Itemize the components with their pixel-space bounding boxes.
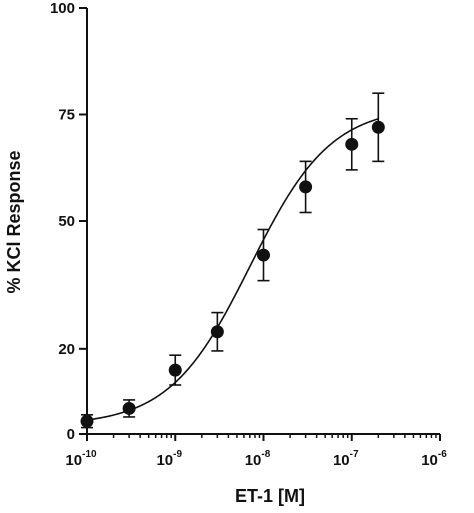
fit-curve bbox=[86, 118, 379, 421]
x-tick-label: 10-10 bbox=[65, 449, 97, 469]
fit-curve-group bbox=[86, 118, 379, 421]
data-point bbox=[210, 325, 224, 339]
y-tick-label: 0 bbox=[67, 426, 75, 443]
axes bbox=[79, 7, 441, 441]
y-tick-label: 75 bbox=[58, 107, 75, 124]
y-tick-label: 100 bbox=[50, 0, 75, 17]
data-point bbox=[122, 401, 136, 415]
data-point bbox=[168, 363, 182, 377]
x-tick-label: 10-9 bbox=[156, 449, 182, 469]
data-points bbox=[80, 120, 385, 428]
x-axis-title: ET-1 [M] bbox=[235, 486, 305, 506]
x-tick-label: 10-8 bbox=[245, 449, 271, 469]
data-point bbox=[371, 120, 385, 134]
error-bars bbox=[81, 92, 385, 429]
data-point bbox=[257, 248, 270, 262]
y-axis-title: % KCl Response bbox=[4, 150, 24, 293]
data-point bbox=[345, 137, 359, 151]
y-tick-label: 50 bbox=[58, 213, 75, 230]
data-point bbox=[299, 180, 313, 194]
x-tick-label: 10-7 bbox=[333, 449, 359, 469]
x-tick-label: 10-6 bbox=[421, 449, 447, 469]
y-tick-label: 20 bbox=[58, 341, 75, 358]
tick-labels: 0 20 50 75 100 10-10 10-9 10-8 10-7 10-6 bbox=[50, 0, 447, 469]
data-point bbox=[80, 414, 94, 428]
